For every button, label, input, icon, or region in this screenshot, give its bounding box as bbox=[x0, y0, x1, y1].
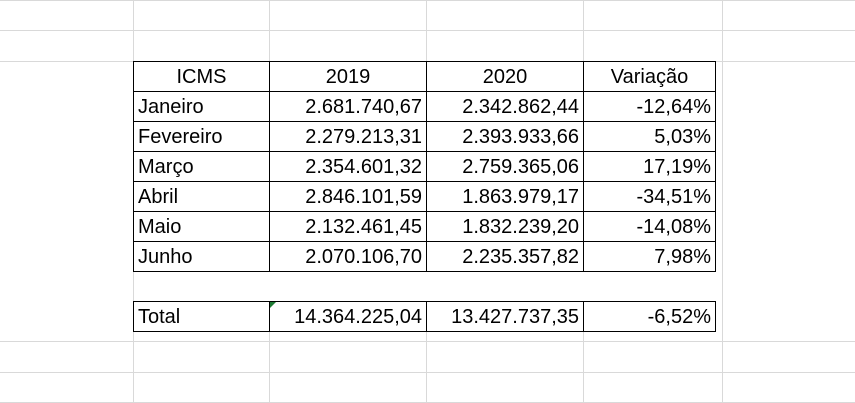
value-2020-cell[interactable]: 1.832.239,20 bbox=[426, 211, 584, 242]
value-2019-cell[interactable]: 2.681.740,67 bbox=[269, 91, 427, 122]
month-cell[interactable]: Junho bbox=[133, 241, 270, 272]
value-2020-cell[interactable]: 1.863.979,17 bbox=[426, 181, 584, 212]
total-variation-cell[interactable]: -6,52% bbox=[583, 301, 716, 332]
total-2019-value: 14.364.225,04 bbox=[294, 305, 422, 328]
table-row: Janeiro 2.681.740,67 2.342.862,44 -12,64… bbox=[133, 91, 716, 122]
gridline bbox=[0, 372, 855, 373]
value-2020-cell[interactable]: 2.393.933,66 bbox=[426, 121, 584, 152]
total-row: Total 14.364.225,04 13.427.737,35 -6,52% bbox=[133, 301, 716, 332]
value-2019-cell[interactable]: 2.070.106,70 bbox=[269, 241, 427, 272]
total-label-cell[interactable]: Total bbox=[133, 301, 270, 332]
header-cell-2020[interactable]: 2020 bbox=[426, 61, 584, 92]
gridline bbox=[0, 341, 855, 342]
value-2019-cell[interactable]: 2.354.601,32 bbox=[269, 151, 427, 182]
variation-cell[interactable]: -12,64% bbox=[583, 91, 716, 122]
empty-cell[interactable] bbox=[583, 271, 716, 302]
value-2020-cell[interactable]: 2.342.862,44 bbox=[426, 91, 584, 122]
value-2019-cell[interactable]: 2.132.461,45 bbox=[269, 211, 427, 242]
value-2020-cell[interactable]: 2.759.365,06 bbox=[426, 151, 584, 182]
empty-cell[interactable] bbox=[426, 271, 584, 302]
month-cell[interactable]: Abril bbox=[133, 181, 270, 212]
header-cell-icms[interactable]: ICMS bbox=[133, 61, 270, 92]
table-row: Março 2.354.601,32 2.759.365,06 17,19% bbox=[133, 151, 716, 182]
gridline bbox=[722, 0, 723, 403]
total-2019-cell[interactable]: 14.364.225,04 bbox=[269, 301, 427, 332]
value-2020-cell[interactable]: 2.235.357,82 bbox=[426, 241, 584, 272]
total-2020-cell[interactable]: 13.427.737,35 bbox=[426, 301, 584, 332]
variation-cell[interactable]: 17,19% bbox=[583, 151, 716, 182]
table-row: Fevereiro 2.279.213,31 2.393.933,66 5,03… bbox=[133, 121, 716, 152]
variation-cell[interactable]: 5,03% bbox=[583, 121, 716, 152]
cell-error-marker-icon bbox=[270, 302, 276, 308]
month-cell[interactable]: Maio bbox=[133, 211, 270, 242]
value-2019-cell[interactable]: 2.846.101,59 bbox=[269, 181, 427, 212]
icms-table: ICMS 2019 2020 Variação Janeiro 2.681.74… bbox=[133, 61, 716, 332]
gridline bbox=[0, 0, 855, 1]
empty-row bbox=[133, 271, 716, 302]
empty-cell[interactable] bbox=[133, 271, 270, 302]
table-row: Junho 2.070.106,70 2.235.357,82 7,98% bbox=[133, 241, 716, 272]
table-row: Maio 2.132.461,45 1.832.239,20 -14,08% bbox=[133, 211, 716, 242]
header-cell-2019[interactable]: 2019 bbox=[269, 61, 427, 92]
variation-cell[interactable]: 7,98% bbox=[583, 241, 716, 272]
month-cell[interactable]: Janeiro bbox=[133, 91, 270, 122]
variation-cell[interactable]: -14,08% bbox=[583, 211, 716, 242]
header-cell-variacao[interactable]: Variação bbox=[583, 61, 716, 92]
month-cell[interactable]: Fevereiro bbox=[133, 121, 270, 152]
gridline bbox=[0, 30, 855, 31]
empty-cell[interactable] bbox=[269, 271, 427, 302]
variation-cell[interactable]: -34,51% bbox=[583, 181, 716, 212]
table-header-row: ICMS 2019 2020 Variação bbox=[133, 61, 716, 92]
month-cell[interactable]: Março bbox=[133, 151, 270, 182]
table-row: Abril 2.846.101,59 1.863.979,17 -34,51% bbox=[133, 181, 716, 212]
value-2019-cell[interactable]: 2.279.213,31 bbox=[269, 121, 427, 152]
